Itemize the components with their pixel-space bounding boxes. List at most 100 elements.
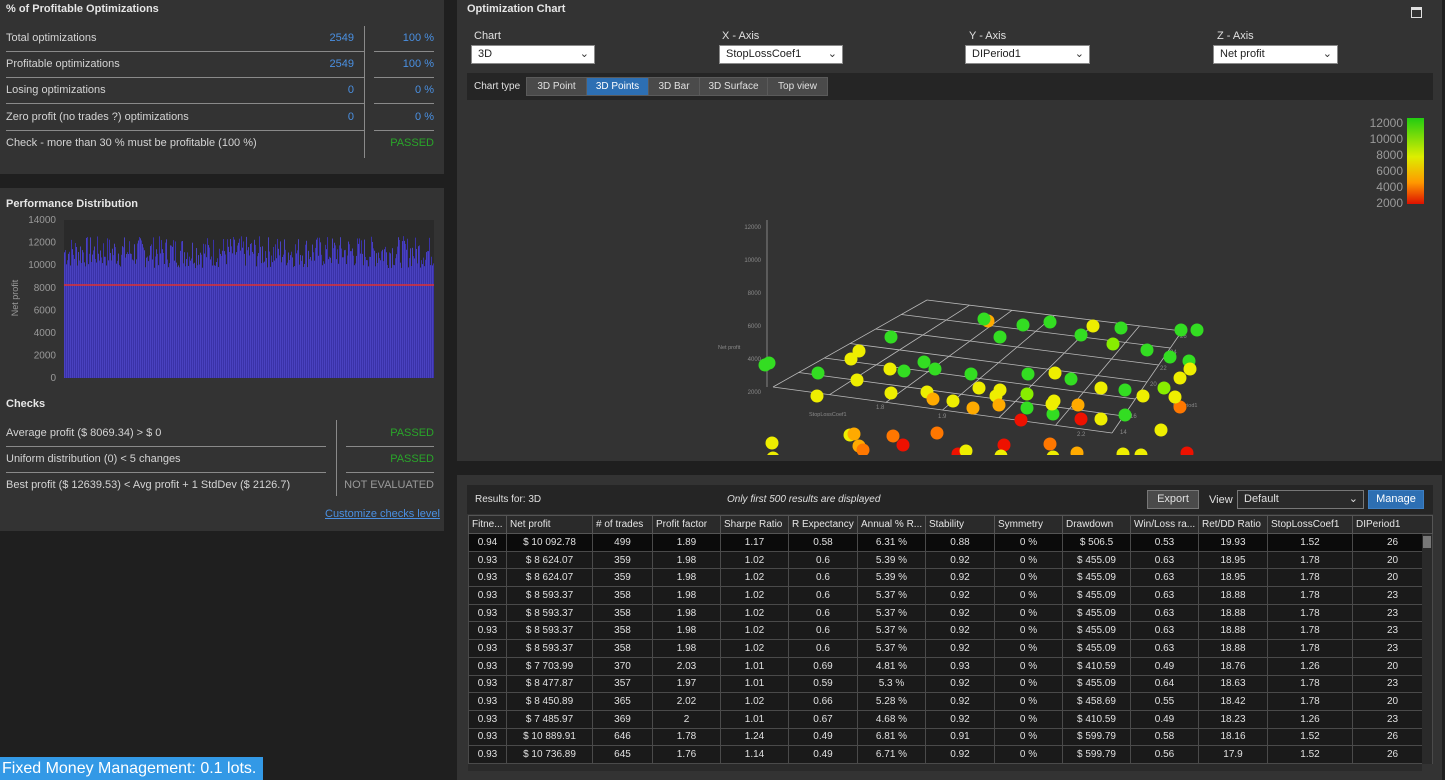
table-row[interactable]: 0.93 $ 8 593.37 358 1.98 1.02 0.6 5.37 % 0.92 0 … — [468, 586, 1433, 605]
histogram-bar — [262, 246, 263, 378]
chart-3d-canvas[interactable]: 120001000080006000400020001.51.81.92.214… — [457, 100, 1442, 455]
table-row[interactable]: 0.94 $ 10 092.78 499 1.89 1.17 0.58 6.31 % 0.88… — [468, 533, 1433, 552]
y-axis-select[interactable]: DIPeriod1 ⌄ — [965, 45, 1090, 64]
column-header[interactable]: Profit factor — [652, 515, 721, 534]
histogram-bar — [297, 250, 298, 378]
column-header[interactable]: Win/Loss ra... — [1130, 515, 1199, 534]
chart-type-3d-bar[interactable]: 3D Bar — [648, 77, 700, 96]
column-header[interactable]: Drawdown — [1062, 515, 1131, 534]
histogram-bar — [142, 244, 143, 378]
column-header[interactable]: Annual % R... — [857, 515, 926, 534]
chart-select[interactable]: 3D ⌄ — [471, 45, 595, 64]
chart-type-3d-point[interactable]: 3D Point — [526, 77, 587, 96]
column-header[interactable]: # of trades — [592, 515, 653, 534]
column-header[interactable]: Stability — [925, 515, 995, 534]
histogram-bar — [278, 248, 279, 378]
chart-select-value: 3D — [478, 48, 493, 60]
table-cell: 1.52 — [1267, 533, 1353, 552]
histogram-bar — [174, 260, 175, 378]
results-table[interactable]: Fitne... Net profit # of trades Profit fact… — [468, 515, 1433, 764]
scatter-point — [844, 352, 858, 366]
column-header[interactable]: Net profit — [506, 515, 593, 534]
histogram-bar — [336, 259, 337, 378]
histogram-bar — [85, 266, 86, 378]
scatter-point — [884, 330, 898, 344]
table-cell: 1.26 — [1267, 656, 1353, 676]
histogram-bar — [77, 265, 78, 378]
table-row[interactable]: 0.93 $ 8 450.89 365 2.02 1.02 0.66 5.28 % 0.92 0… — [468, 692, 1433, 711]
export-button[interactable]: Export — [1147, 490, 1199, 509]
table-row[interactable]: 0.93 $ 8 593.37 358 1.98 1.02 0.6 5.37 % 0.92 0 … — [468, 603, 1433, 623]
table-row[interactable]: 0.93 $ 7 703.99 370 2.03 1.01 0.69 4.81 % 0.93 0… — [468, 656, 1433, 676]
histogram-bar — [129, 241, 130, 378]
histogram-bar — [230, 238, 231, 378]
table-row[interactable]: 0.93 $ 10 889.91 646 1.78 1.24 0.49 6.81 % 0.91… — [468, 727, 1433, 747]
table-row[interactable]: 0.93 $ 10 736.89 645 1.76 1.14 0.49 6.71 % 0.92… — [468, 745, 1433, 764]
table-cell: 1.98 — [652, 639, 721, 658]
column-header[interactable]: R Expectancy — [788, 515, 858, 534]
y-axis-tick: 14 — [1120, 430, 1127, 436]
chart-type-top-view[interactable]: Top view — [767, 77, 828, 96]
column-header[interactable]: StopLossCoef1 — [1267, 515, 1353, 534]
histogram-bar — [400, 262, 401, 378]
column-header[interactable]: Symmetry — [994, 515, 1063, 534]
table-row[interactable]: 0.93 $ 8 593.37 358 1.98 1.02 0.6 5.37 % 0.92 0 … — [468, 639, 1433, 658]
chart-type-3d-surface[interactable]: 3D Surface — [699, 77, 768, 96]
table-cell: 0.55 — [1130, 692, 1199, 711]
scatter-point — [928, 362, 942, 376]
column-header[interactable]: Ret/DD Ratio — [1198, 515, 1268, 534]
chart-type-3d-points[interactable]: 3D Points — [586, 77, 649, 96]
histogram-bar — [322, 265, 323, 378]
table-cell: 358 — [592, 639, 653, 658]
z-axis-select[interactable]: Net profit ⌄ — [1213, 45, 1338, 64]
maximize-icon[interactable] — [1411, 7, 1422, 18]
histogram-bar — [119, 265, 120, 378]
profitable-row-pct: 0 % — [415, 84, 434, 96]
histogram-bar — [356, 255, 357, 378]
histogram-bar — [263, 262, 264, 378]
histogram-bar — [427, 250, 428, 378]
scatter-point — [994, 449, 1008, 455]
divider — [6, 77, 364, 78]
histogram-bar — [264, 261, 265, 378]
table-cell: 0.88 — [925, 533, 995, 552]
profitable-row-count: 2549 — [329, 58, 354, 70]
table-cell: $ 455.09 — [1062, 603, 1131, 623]
profitable-panel: % of Profitable Optimizations Total opti… — [0, 0, 444, 174]
histogram-bar — [237, 245, 238, 378]
histogram-bar — [386, 252, 387, 378]
histogram-bar — [294, 266, 295, 378]
customize-checks-link[interactable]: Customize checks level — [325, 508, 440, 520]
histogram-bar — [233, 237, 234, 378]
view-select[interactable]: Default ⌄ — [1237, 490, 1364, 509]
table-cell: 0.63 — [1130, 586, 1199, 605]
table-h-scrollbar[interactable] — [468, 764, 1422, 771]
table-row[interactable]: 0.93 $ 8 624.07 359 1.98 1.02 0.6 5.39 % 0.92 0 … — [468, 550, 1433, 570]
chart-3d-axes: Net profit StopLossCoef1 DIPeriod1 — [718, 345, 1197, 418]
table-cell: 1.02 — [720, 568, 789, 588]
column-header[interactable]: DIPeriod1 — [1352, 515, 1433, 534]
histogram-bar — [306, 240, 307, 378]
optimization-chart-title: Optimization Chart — [467, 3, 566, 15]
histogram-bar — [357, 238, 358, 378]
histogram-bar — [110, 252, 111, 378]
chart-3d-grid: 120001000080006000400020001.51.81.92.214… — [744, 220, 1187, 438]
histogram-bar — [190, 260, 191, 378]
table-row[interactable]: 0.93 $ 8 477.87 357 1.97 1.01 0.59 5.3 % 0.92 0 … — [468, 674, 1433, 694]
table-row[interactable]: 0.93 $ 8 624.07 359 1.98 1.02 0.6 5.39 % 0.92 0 … — [468, 568, 1433, 588]
column-header[interactable]: Fitne... — [468, 515, 507, 534]
profitable-row-count: 2549 — [329, 32, 354, 44]
histogram-bar — [200, 252, 201, 378]
x-axis-select[interactable]: StopLossCoef1 ⌄ — [719, 45, 843, 64]
histogram-bar — [351, 251, 352, 378]
table-row[interactable]: 0.93 $ 7 485.97 369 2 1.01 0.67 4.68 % 0.92 0 % $… — [468, 709, 1433, 729]
table-row[interactable]: 0.93 $ 8 593.37 358 1.98 1.02 0.6 5.37 % 0.92 0 … — [468, 621, 1433, 641]
histogram-bar — [130, 253, 131, 378]
table-cell: 0.92 — [925, 621, 995, 641]
column-header[interactable]: Sharpe Ratio — [720, 515, 789, 534]
scrollbar-thumb[interactable] — [1423, 536, 1431, 548]
table-scrollbar[interactable] — [1422, 534, 1432, 764]
histogram-bar — [346, 264, 347, 378]
profitable-check-label: Check - more than 30 % must be profitabl… — [6, 137, 257, 149]
manage-button[interactable]: Manage — [1368, 490, 1424, 509]
